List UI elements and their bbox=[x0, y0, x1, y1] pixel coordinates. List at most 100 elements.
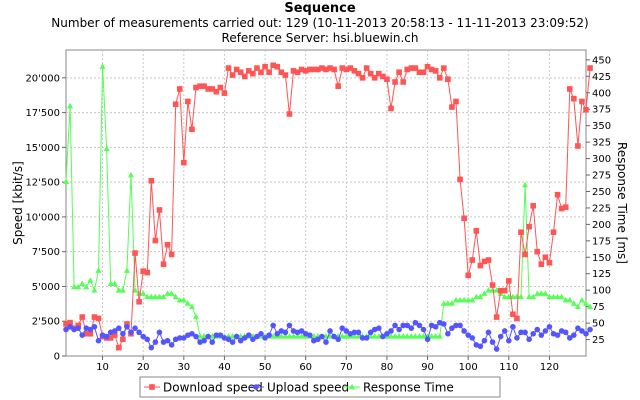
data-point-upload-speed bbox=[237, 337, 244, 344]
data-point-download-speed bbox=[380, 73, 386, 80]
data-point-download-speed bbox=[441, 65, 447, 71]
y-left-tick-label: 20'000 bbox=[25, 73, 60, 84]
data-point-response-time bbox=[457, 296, 464, 303]
data-point-upload-speed bbox=[168, 342, 175, 348]
data-point-response-time bbox=[95, 267, 102, 273]
data-point-response-time bbox=[294, 333, 301, 339]
data-point-download-speed bbox=[286, 111, 293, 117]
data-point-upload-speed bbox=[445, 330, 451, 337]
data-point-upload-speed bbox=[453, 322, 459, 329]
data-point-download-speed bbox=[241, 73, 248, 80]
data-point-upload-speed bbox=[583, 330, 589, 337]
data-point-upload-speed bbox=[497, 333, 504, 340]
data-point-upload-speed bbox=[465, 332, 471, 338]
data-point-upload-speed bbox=[530, 330, 536, 337]
data-point-response-time bbox=[489, 286, 496, 293]
data-point-upload-speed bbox=[229, 339, 236, 345]
data-point-upload-speed bbox=[477, 343, 484, 350]
data-point-download-speed bbox=[331, 66, 337, 73]
data-point-download-speed bbox=[250, 70, 256, 77]
data-point-upload-speed bbox=[424, 336, 431, 343]
data-point-upload-speed bbox=[367, 329, 374, 336]
y-right-tick-label: 450 bbox=[592, 55, 611, 66]
data-point-upload-speed bbox=[111, 328, 118, 334]
data-point-download-speed bbox=[538, 261, 545, 267]
data-point-response-time bbox=[176, 296, 183, 303]
data-point-download-speed bbox=[213, 88, 220, 95]
data-point-response-time bbox=[282, 333, 289, 339]
data-point-response-time bbox=[71, 283, 78, 290]
data-point-download-speed bbox=[176, 86, 183, 92]
data-point-download-speed bbox=[152, 237, 159, 244]
data-point-response-time bbox=[156, 293, 163, 300]
data-point-download-speed bbox=[91, 314, 98, 320]
data-point-download-speed bbox=[258, 69, 264, 76]
data-point-upload-speed bbox=[485, 329, 492, 336]
data-point-upload-speed bbox=[103, 333, 110, 340]
legend-marker-download-speed bbox=[149, 384, 155, 390]
legend: Download speed Upload speed Response Time bbox=[139, 376, 501, 398]
data-point-response-time bbox=[99, 63, 106, 69]
data-point-upload-speed bbox=[506, 337, 512, 344]
data-point-response-time bbox=[343, 333, 350, 339]
data-point-upload-speed bbox=[205, 333, 211, 340]
data-point-upload-speed bbox=[514, 335, 520, 341]
data-point-upload-speed bbox=[282, 329, 289, 336]
data-point-download-speed bbox=[290, 68, 297, 74]
data-point-response-time bbox=[550, 293, 557, 300]
legend-label-response-time: Response Time bbox=[363, 381, 454, 395]
data-point-upload-speed bbox=[262, 335, 268, 341]
y-right-tick-label: 300 bbox=[592, 154, 611, 165]
data-point-upload-speed bbox=[510, 323, 516, 330]
data-point-response-time bbox=[392, 333, 399, 339]
data-point-response-time bbox=[526, 293, 533, 300]
data-point-download-speed bbox=[396, 69, 402, 76]
x-tick-label: 110 bbox=[499, 362, 518, 373]
data-point-response-time bbox=[501, 293, 508, 300]
data-point-upload-speed bbox=[193, 333, 199, 340]
data-point-download-speed bbox=[473, 228, 480, 234]
data-point-response-time bbox=[444, 300, 451, 306]
data-point-upload-speed bbox=[266, 332, 272, 338]
data-point-upload-speed bbox=[250, 336, 256, 343]
data-point-download-speed bbox=[237, 69, 244, 76]
data-point-download-speed bbox=[485, 257, 492, 263]
data-point-upload-speed bbox=[128, 329, 134, 336]
data-point-download-speed bbox=[311, 66, 317, 73]
data-point-response-time bbox=[542, 290, 549, 296]
data-point-download-speed bbox=[583, 107, 589, 113]
data-point-upload-speed bbox=[359, 335, 366, 341]
data-point-response-time bbox=[465, 296, 472, 303]
data-point-upload-speed bbox=[575, 325, 581, 331]
data-point-response-time bbox=[111, 280, 118, 287]
data-point-download-speed bbox=[136, 298, 142, 305]
legend-label-download-speed: Download speed bbox=[163, 381, 263, 395]
data-point-download-speed bbox=[225, 65, 232, 71]
y-axis-right-label: Response Time [ms] bbox=[615, 142, 629, 264]
data-point-download-speed bbox=[140, 268, 146, 274]
series-layer bbox=[63, 62, 594, 352]
data-point-response-time bbox=[115, 286, 122, 293]
data-point-upload-speed bbox=[384, 330, 390, 337]
data-point-response-time bbox=[87, 277, 94, 283]
data-point-upload-speed bbox=[67, 323, 73, 330]
data-point-upload-speed bbox=[420, 326, 427, 333]
legend-box bbox=[139, 376, 501, 398]
data-point-upload-speed bbox=[363, 335, 370, 341]
data-point-response-time bbox=[440, 300, 447, 306]
data-point-download-speed bbox=[205, 86, 211, 92]
data-point-download-speed bbox=[160, 261, 167, 267]
data-point-download-speed bbox=[481, 258, 488, 265]
y-right-tick-label: 25 bbox=[592, 335, 605, 346]
data-point-response-time bbox=[477, 293, 484, 300]
y-right-tick-label: 425 bbox=[592, 72, 611, 83]
data-point-download-speed bbox=[347, 65, 354, 71]
data-point-upload-speed bbox=[587, 326, 593, 333]
data-point-upload-speed bbox=[209, 339, 216, 345]
y-left-tick-label: 15'000 bbox=[25, 143, 60, 154]
data-point-response-time bbox=[67, 102, 74, 109]
data-point-upload-speed bbox=[461, 328, 467, 334]
data-point-response-time bbox=[587, 303, 594, 310]
data-point-response-time bbox=[453, 296, 459, 303]
y-right-tick-label: 150 bbox=[592, 253, 611, 264]
